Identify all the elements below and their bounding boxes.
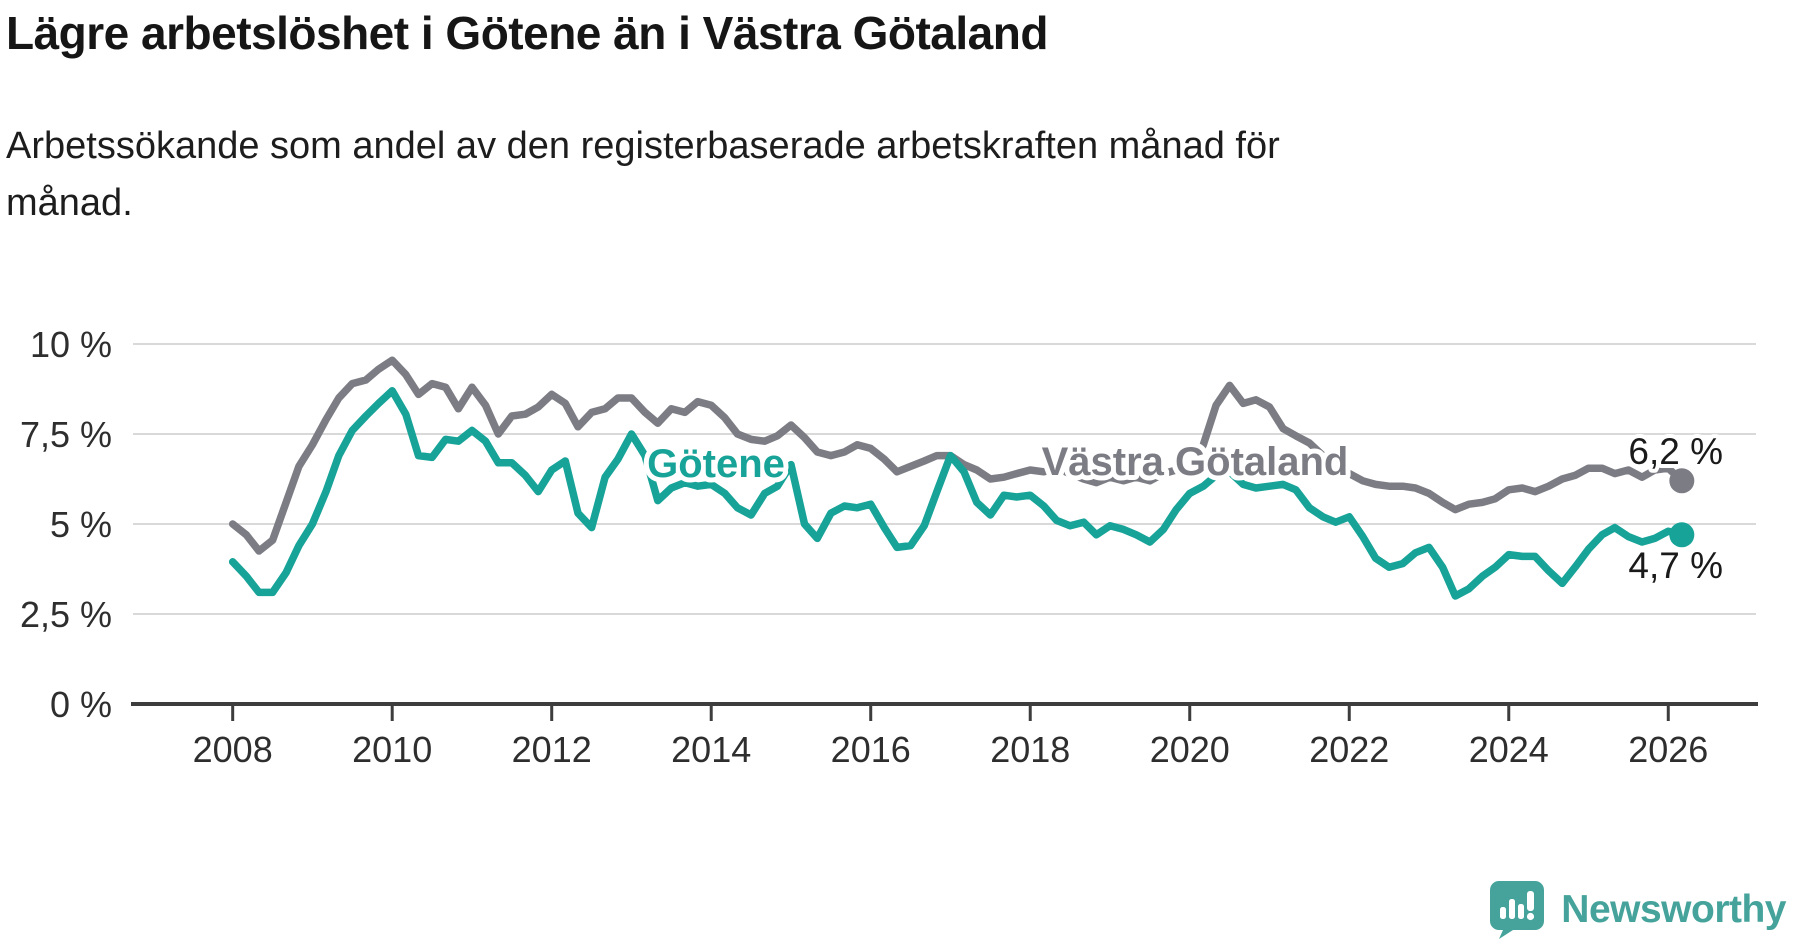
gridlines (133, 343, 1756, 615)
series-label-vastra-gotaland: Västra Götaland (1042, 440, 1349, 484)
x-tick-label-2012: 2012 (512, 729, 592, 770)
y-tick-label-2.5: 2,5 % (20, 594, 112, 635)
series-line-vastra-gotaland (228, 356, 1686, 555)
end-value-vastra-gotaland: 6,2 % (1628, 431, 1723, 472)
x-tick-label-2018: 2018 (990, 729, 1070, 770)
subtitle-line-1: Arbetssökande som andel av den registerb… (6, 125, 1280, 167)
x-axis (131, 702, 1758, 721)
newsworthy-logo: Newsworthy (1489, 880, 1786, 940)
subtitle-line-2: månad. (6, 182, 133, 224)
x-axis-labels: 2008 2010 2012 2014 2016 2018 2020 2022 2024 2026 (193, 729, 1709, 770)
page-title: Lägre arbetslöshet i Götene än i Västra … (6, 7, 1048, 59)
series-label-gotene: Götene (647, 442, 785, 486)
end-dot-vastra-gotaland (1669, 468, 1695, 494)
chart-subtitle: Arbetssökande som andel av den registerb… (6, 118, 1280, 232)
series-line-gotene (228, 387, 1686, 600)
end-dot-gotene (1669, 522, 1695, 548)
series-lines (228, 356, 1686, 600)
x-tick-label-2008: 2008 (193, 729, 273, 770)
newsworthy-wordmark: Newsworthy (1561, 888, 1786, 931)
y-axis-labels: 0 % 2,5 % 5 % 7,5 % 10 % (20, 324, 112, 725)
x-tick-label-2024: 2024 (1469, 729, 1549, 770)
series-end-dots (1669, 468, 1695, 548)
x-tick-label-2014: 2014 (671, 729, 751, 770)
x-tick-label-2022: 2022 (1309, 729, 1389, 770)
x-tick-label-2010: 2010 (352, 729, 432, 770)
y-tick-label-0: 0 % (50, 684, 112, 725)
x-tick-label-2020: 2020 (1150, 729, 1230, 770)
y-tick-label-5: 5 % (50, 504, 112, 545)
speech-bubble-bar-chart-icon (1490, 881, 1545, 939)
y-tick-label-7.5: 7,5 % (20, 414, 112, 455)
x-tick-label-2016: 2016 (831, 729, 911, 770)
y-tick-label-10: 10 % (30, 324, 112, 365)
x-tick-label-2026: 2026 (1628, 729, 1708, 770)
end-value-gotene: 4,7 % (1628, 545, 1723, 586)
